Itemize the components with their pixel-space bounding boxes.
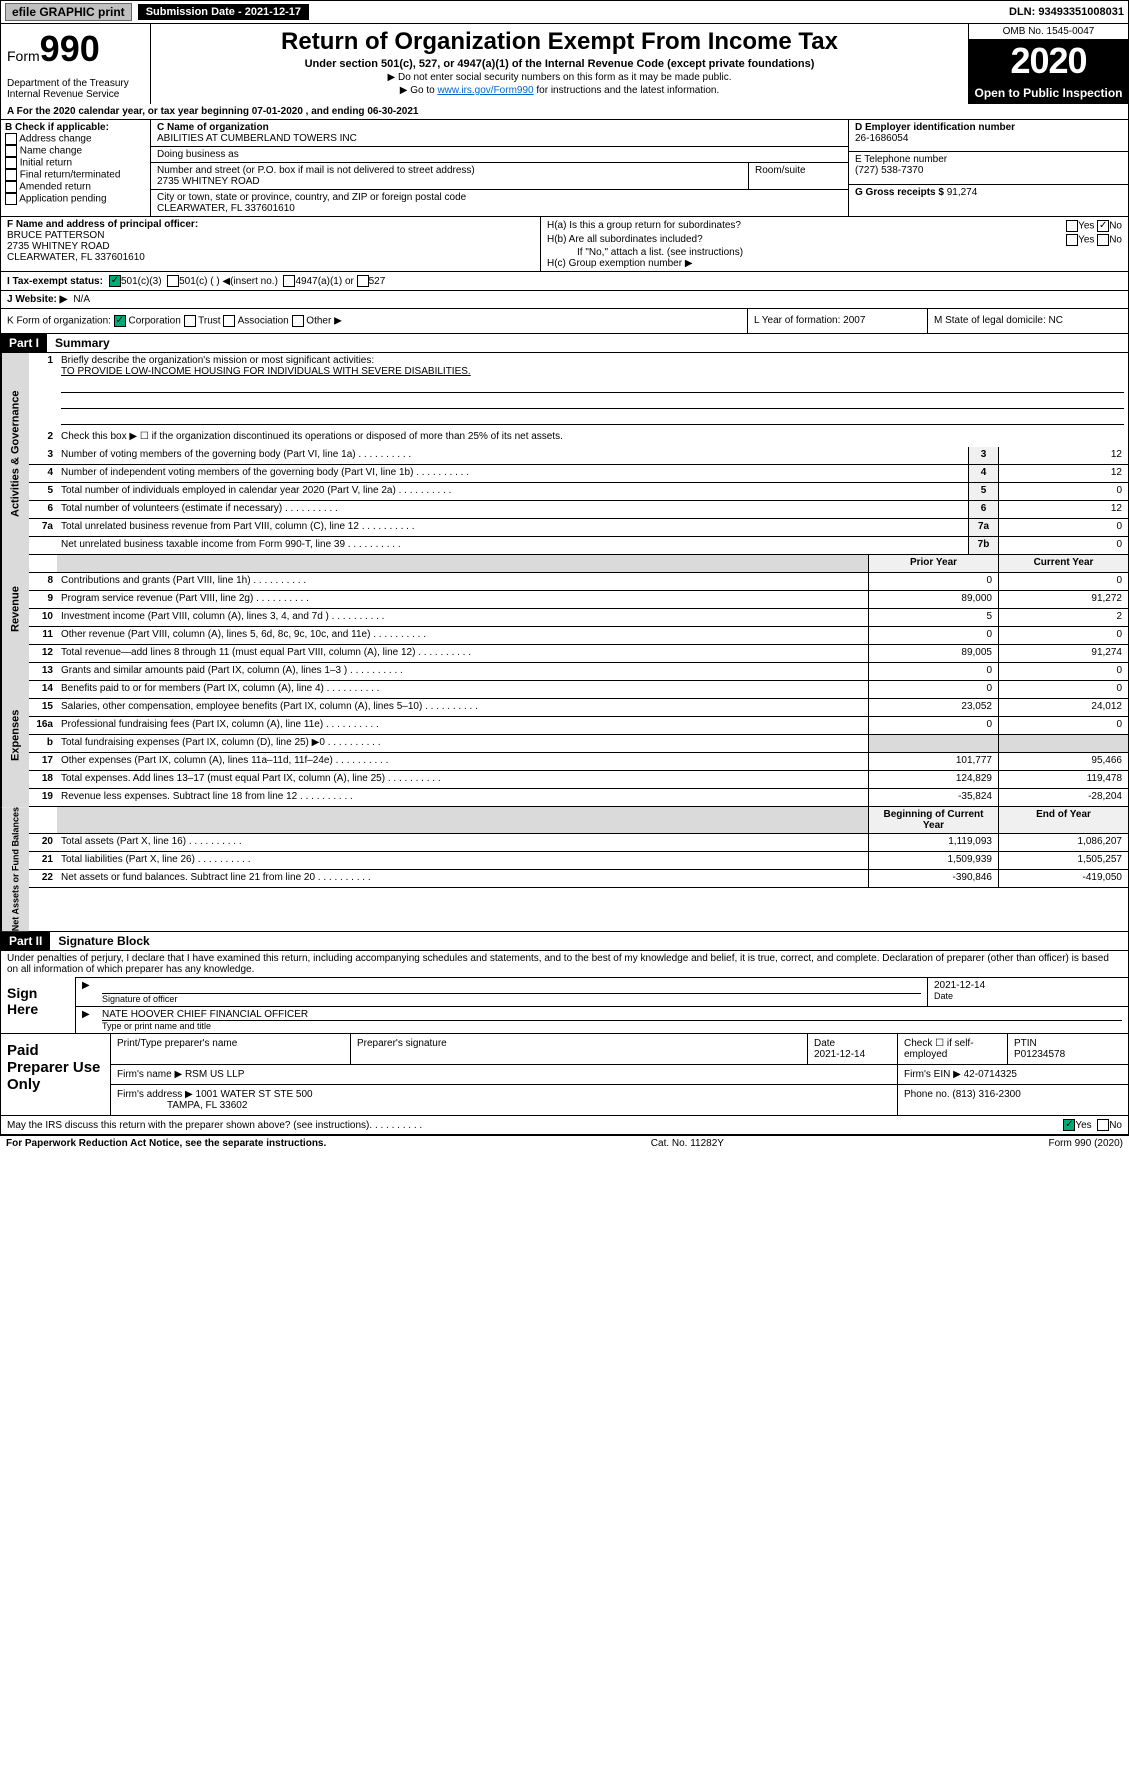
box-m-state: M State of legal domicile: NC bbox=[928, 309, 1128, 333]
check-app-pending[interactable]: Application pending bbox=[5, 193, 146, 205]
check-amended-return[interactable]: Amended return bbox=[5, 181, 146, 193]
box-d-ein: D Employer identification number 26-1686… bbox=[849, 120, 1128, 152]
box-c-address: Number and street (or P.O. box if mail i… bbox=[151, 163, 748, 189]
ptin: P01234578 bbox=[1014, 1049, 1065, 1060]
dln: DLN: 93493351008031 bbox=[1009, 6, 1124, 18]
side-revenue: Revenue bbox=[1, 555, 29, 663]
open-to-public: Open to Public Inspection bbox=[969, 82, 1128, 104]
table-row: 7aTotal unrelated business revenue from … bbox=[29, 519, 1128, 537]
box-f-officer: F Name and address of principal officer:… bbox=[1, 217, 541, 271]
firm-ein: 42-0714325 bbox=[964, 1069, 1017, 1080]
check-final-return[interactable]: Final return/terminated bbox=[5, 169, 146, 181]
instruction-link: ▶ Go to www.irs.gov/Form990 for instruct… bbox=[159, 85, 960, 96]
box-h: H(a) Is this a group return for subordin… bbox=[541, 217, 1128, 271]
officer-name: NATE HOOVER CHIEF FINANCIAL OFFICER bbox=[102, 1009, 1122, 1021]
preparer-date: 2021-12-14 bbox=[814, 1049, 865, 1060]
box-l-year: L Year of formation: 2007 bbox=[748, 309, 928, 333]
box-e-phone: E Telephone number (727) 538-7370 bbox=[849, 152, 1128, 184]
table-row: 18Total expenses. Add lines 13–17 (must … bbox=[29, 771, 1128, 789]
dept-treasury: Department of the Treasury Internal Reve… bbox=[7, 78, 144, 100]
table-row: 21Total liabilities (Part X, line 26)1,5… bbox=[29, 852, 1128, 870]
box-k-form-org: K Form of organization: ✓ Corporation Tr… bbox=[1, 309, 748, 333]
sign-here-label: Sign Here bbox=[1, 977, 76, 1033]
table-row: 14Benefits paid to or for members (Part … bbox=[29, 681, 1128, 699]
box-b: B Check if applicable: Address change Na… bbox=[1, 120, 151, 216]
side-netassets: Net Assets or Fund Balances bbox=[1, 807, 29, 931]
form-number: Form990 bbox=[7, 28, 144, 70]
signature-block: Under penalties of perjury, I declare th… bbox=[0, 951, 1129, 1135]
instruction-ssn: ▶ Do not enter social security numbers o… bbox=[159, 72, 960, 83]
table-row: 3Number of voting members of the governi… bbox=[29, 447, 1128, 465]
row-j-website: J Website: ▶ N/A bbox=[0, 291, 1129, 309]
table-row: 8Contributions and grants (Part VIII, li… bbox=[29, 573, 1128, 591]
form-subtitle: Under section 501(c), 527, or 4947(a)(1)… bbox=[159, 58, 960, 70]
check-initial-return[interactable]: Initial return bbox=[5, 157, 146, 169]
paid-preparer-label: Paid Preparer Use Only bbox=[1, 1034, 111, 1115]
preparer-name-lbl: Print/Type preparer's name bbox=[111, 1034, 351, 1064]
discuss-row: May the IRS discuss this return with the… bbox=[1, 1115, 1128, 1134]
block-fh: F Name and address of principal officer:… bbox=[0, 217, 1129, 272]
table-row: Net unrelated business taxable income fr… bbox=[29, 537, 1128, 555]
netassets-header: Beginning of Current Year End of Year bbox=[29, 807, 1128, 834]
activities-governance: Activities & Governance 1 Briefly descri… bbox=[0, 353, 1129, 555]
box-c-room: Room/suite bbox=[748, 163, 848, 189]
part-ii-header: Part II Signature Block bbox=[0, 932, 1129, 951]
table-row: 20Total assets (Part X, line 16)1,119,09… bbox=[29, 834, 1128, 852]
table-row: 10Investment income (Part VIII, column (… bbox=[29, 609, 1128, 627]
box-c-dba: Doing business as bbox=[151, 147, 848, 162]
check-name-change[interactable]: Name change bbox=[5, 145, 146, 157]
form-header: Form990 Department of the Treasury Inter… bbox=[0, 24, 1129, 104]
revenue-header: Prior Year Current Year bbox=[29, 555, 1128, 573]
officer-sig-date: 2021-12-14 bbox=[934, 980, 1122, 991]
topbar: efile GRAPHIC print Submission Date - 20… bbox=[0, 0, 1129, 24]
q2-discontinued: Check this box ▶ ☐ if the organization d… bbox=[57, 429, 1128, 447]
table-row: 12Total revenue—add lines 8 through 11 (… bbox=[29, 645, 1128, 663]
row-klm: K Form of organization: ✓ Corporation Tr… bbox=[0, 309, 1129, 334]
netassets-section: Net Assets or Fund Balances Beginning of… bbox=[0, 807, 1129, 932]
side-expenses: Expenses bbox=[1, 663, 29, 807]
q1-mission: Briefly describe the organization's miss… bbox=[57, 353, 1128, 429]
table-row: 4Number of independent voting members of… bbox=[29, 465, 1128, 483]
table-row: 6Total number of volunteers (estimate if… bbox=[29, 501, 1128, 519]
firm-address: 1001 WATER ST STE 500 bbox=[196, 1089, 313, 1100]
expenses-section: Expenses 13Grants and similar amounts pa… bbox=[0, 663, 1129, 807]
tax-year: 2020 bbox=[969, 40, 1128, 82]
box-g-receipts: G Gross receipts $ 91,274 bbox=[849, 185, 1128, 216]
table-row: 15Salaries, other compensation, employee… bbox=[29, 699, 1128, 717]
firm-name: RSM US LLP bbox=[185, 1069, 244, 1080]
table-row: 9Program service revenue (Part VIII, lin… bbox=[29, 591, 1128, 609]
irs-link[interactable]: www.irs.gov/Form990 bbox=[437, 85, 533, 96]
check-address-change[interactable]: Address change bbox=[5, 133, 146, 145]
part-i-header: Part I Summary bbox=[0, 334, 1129, 353]
row-i-tax-status: I Tax-exempt status: ✓ 501(c)(3) 501(c) … bbox=[0, 272, 1129, 291]
table-row: 16aProfessional fundraising fees (Part I… bbox=[29, 717, 1128, 735]
table-row: 5Total number of individuals employed in… bbox=[29, 483, 1128, 501]
firm-phone: (813) 316-2300 bbox=[952, 1089, 1020, 1100]
table-row: 22Net assets or fund balances. Subtract … bbox=[29, 870, 1128, 888]
section-a-tax-year: A For the 2020 calendar year, or tax yea… bbox=[0, 104, 1129, 120]
block-bcdeg: B Check if applicable: Address change Na… bbox=[0, 120, 1129, 217]
table-row: 17Other expenses (Part IX, column (A), l… bbox=[29, 753, 1128, 771]
page-footer: For Paperwork Reduction Act Notice, see … bbox=[0, 1135, 1129, 1151]
table-row: 19Revenue less expenses. Subtract line 1… bbox=[29, 789, 1128, 807]
efile-print-button[interactable]: efile GRAPHIC print bbox=[5, 3, 132, 21]
perjury-declaration: Under penalties of perjury, I declare th… bbox=[1, 951, 1128, 977]
submission-date: Submission Date - 2021-12-17 bbox=[138, 4, 309, 20]
preparer-sig-lbl: Preparer's signature bbox=[351, 1034, 808, 1064]
box-c-name: C Name of organization ABILITIES AT CUMB… bbox=[151, 120, 848, 146]
table-row: 13Grants and similar amounts paid (Part … bbox=[29, 663, 1128, 681]
box-h-c: H(c) Group exemption number ▶ bbox=[547, 258, 1122, 269]
side-activities: Activities & Governance bbox=[1, 353, 29, 555]
revenue-section: Revenue Prior Year Current Year 8Contrib… bbox=[0, 555, 1129, 663]
box-c-city: City or town, state or province, country… bbox=[151, 190, 848, 216]
check-self-employed[interactable]: Check ☐ if self-employed bbox=[898, 1034, 1008, 1064]
table-row: 11Other revenue (Part VIII, column (A), … bbox=[29, 627, 1128, 645]
table-row: bTotal fundraising expenses (Part IX, co… bbox=[29, 735, 1128, 753]
omb-number: OMB No. 1545-0047 bbox=[969, 24, 1128, 40]
form-title: Return of Organization Exempt From Incom… bbox=[159, 28, 960, 56]
